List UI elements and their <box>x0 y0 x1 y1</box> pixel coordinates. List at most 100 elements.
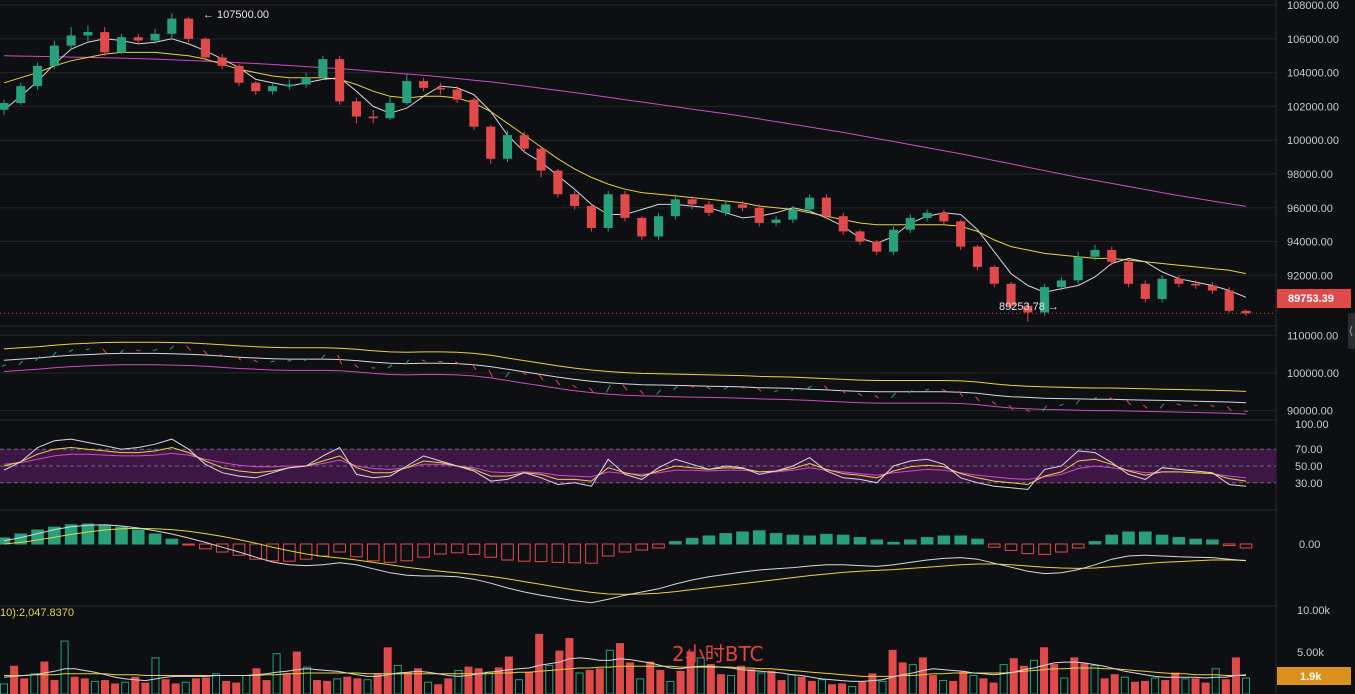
candle <box>805 194 815 213</box>
boll-bar <box>404 359 410 366</box>
macd-hist-bar <box>450 543 464 554</box>
macd-hist-bar <box>383 543 397 563</box>
scroll-handle-icon[interactable] <box>1348 313 1355 349</box>
boll-bar <box>555 379 561 386</box>
macd-hist-bar <box>1105 534 1119 545</box>
macd-hist-bar <box>299 543 313 560</box>
macd-hist-bar <box>1172 537 1186 545</box>
boll-bar <box>589 387 594 393</box>
candle <box>603 190 613 232</box>
macd-hist-bar <box>31 529 44 545</box>
macd-hist-bar <box>1122 531 1135 545</box>
rsi-slow-line <box>3 452 1247 480</box>
price-tick-label: 100000.00 <box>1287 135 1339 147</box>
candle <box>301 72 311 88</box>
volume-bar <box>1019 665 1028 694</box>
volume-bar <box>222 680 231 694</box>
boll-bar <box>354 363 359 369</box>
macd-hist-bar <box>971 538 984 545</box>
volume-bar <box>1201 682 1210 694</box>
volume-bar <box>444 678 453 694</box>
boll-pane <box>1 341 1249 415</box>
macd-hist-bar <box>635 543 649 551</box>
macd-hist-bar <box>131 529 145 545</box>
macd-hist-bar <box>568 543 581 564</box>
boll-bar <box>1059 403 1064 407</box>
volume-bar <box>1130 681 1139 694</box>
boll-bar <box>1210 404 1215 407</box>
candle <box>519 131 529 153</box>
macd-hist-bar <box>954 535 967 545</box>
candle <box>1040 283 1050 316</box>
volume-bar <box>878 680 887 694</box>
volume-bar <box>636 678 645 694</box>
volume-bar <box>928 675 937 694</box>
macd-hist-bar <box>820 533 833 545</box>
boll-bar <box>387 364 393 369</box>
volume-bar <box>585 669 594 694</box>
macd-hist-bar <box>333 543 346 553</box>
boll-bar <box>1243 410 1249 413</box>
macd-hist-bar <box>417 543 430 558</box>
macd-hist-bar <box>1021 543 1035 555</box>
macd-hist-bar <box>1139 531 1152 545</box>
volume-bar <box>949 680 958 694</box>
volume-bar <box>323 680 332 694</box>
candle <box>83 25 93 43</box>
candle <box>570 190 580 210</box>
boll-bar <box>773 390 779 392</box>
boll-bar <box>1142 404 1148 409</box>
rsi-fast-line <box>3 438 1247 491</box>
price-tick-label: 98000.00 <box>1287 169 1333 181</box>
boll-bar <box>924 388 930 391</box>
volume-bar <box>131 676 140 694</box>
boll-bar <box>152 348 158 352</box>
boll-mid-line <box>3 352 1247 404</box>
candle <box>855 229 865 245</box>
macd-pane <box>0 523 1253 604</box>
boll-bar <box>505 371 510 378</box>
macd-hist-bar <box>803 535 816 545</box>
volume-bar <box>1100 678 1109 694</box>
candle <box>184 16 194 43</box>
macd-hist-bar <box>400 543 414 562</box>
candle <box>469 97 479 131</box>
volume-bar <box>1161 680 1170 694</box>
macd-hist-bar <box>836 534 850 545</box>
candle <box>351 97 362 124</box>
volume-bar <box>50 680 59 694</box>
candle <box>419 77 429 92</box>
rsi-pane <box>0 438 1276 491</box>
boll-upper-line <box>3 341 1247 392</box>
boll-bar <box>253 359 258 363</box>
boll-bar <box>303 358 309 362</box>
boll-bar <box>723 386 728 390</box>
boll-bar <box>1075 398 1081 405</box>
volume-pane <box>0 633 1251 694</box>
macd-hist-bar <box>870 539 884 545</box>
symbol-watermark: 2小时BTC <box>672 642 763 666</box>
boll-bar <box>454 361 460 365</box>
price-tick-label: 96000.00 <box>1287 203 1333 215</box>
macd-hist-bar <box>115 526 128 545</box>
boll-bar <box>857 392 863 396</box>
boll-bar <box>689 385 695 388</box>
candle <box>1123 260 1134 288</box>
volume-bar <box>898 662 907 694</box>
macd-hist-bar <box>1239 543 1253 549</box>
candle <box>922 209 932 222</box>
candle <box>200 37 210 61</box>
last-price-tag-bg <box>1277 289 1351 308</box>
candle <box>486 124 496 164</box>
macd-hist-bar <box>283 543 296 562</box>
price-tick-label: 102000.00 <box>1287 101 1339 113</box>
candle <box>1157 275 1167 303</box>
macd-hist-bar <box>685 537 699 545</box>
boll-bar <box>219 354 225 357</box>
volume-bar <box>848 685 857 694</box>
volume-bar <box>525 671 534 694</box>
volume-bar <box>727 675 736 694</box>
candle <box>1006 282 1016 310</box>
candle <box>66 27 76 49</box>
volume-bar <box>827 684 837 694</box>
